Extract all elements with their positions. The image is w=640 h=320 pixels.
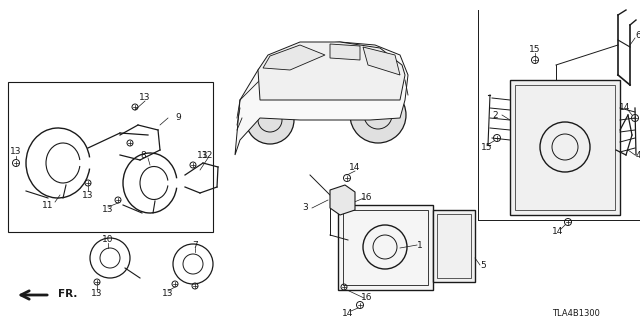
Text: 5: 5 — [480, 260, 486, 269]
Text: 9: 9 — [175, 114, 181, 123]
Text: 2: 2 — [492, 110, 498, 119]
Bar — [433, 210, 475, 282]
Polygon shape — [363, 47, 400, 75]
Polygon shape — [258, 42, 405, 100]
Text: 6: 6 — [635, 30, 640, 39]
Text: 4: 4 — [635, 150, 640, 159]
Bar — [515, 85, 615, 210]
Bar — [510, 80, 620, 215]
Polygon shape — [235, 42, 408, 155]
Text: 14: 14 — [349, 164, 361, 172]
Bar — [338, 205, 433, 290]
Text: 15: 15 — [481, 143, 493, 153]
Text: 13: 13 — [102, 205, 114, 214]
Text: FR.: FR. — [58, 289, 77, 299]
Text: 7: 7 — [192, 241, 198, 250]
Text: 15: 15 — [529, 45, 541, 54]
Text: 13: 13 — [163, 290, 173, 299]
Text: 13: 13 — [83, 190, 93, 199]
Bar — [437, 214, 471, 278]
Text: 13: 13 — [10, 148, 22, 156]
Text: 8: 8 — [140, 150, 146, 159]
Text: 12: 12 — [202, 150, 214, 159]
Text: 16: 16 — [361, 293, 372, 302]
Text: 1: 1 — [417, 241, 423, 250]
Polygon shape — [263, 45, 325, 70]
Text: 13: 13 — [197, 150, 209, 159]
Text: 10: 10 — [102, 236, 114, 244]
Polygon shape — [330, 44, 360, 60]
Text: 14: 14 — [552, 228, 564, 236]
Text: 14: 14 — [620, 103, 630, 113]
Text: TLA4B1300: TLA4B1300 — [552, 308, 600, 317]
Text: 16: 16 — [361, 194, 372, 203]
Text: 11: 11 — [42, 201, 54, 210]
Bar — [8, 82, 213, 232]
Circle shape — [350, 87, 406, 143]
Bar — [343, 210, 428, 285]
Text: 13: 13 — [92, 290, 103, 299]
Text: 14: 14 — [342, 309, 354, 318]
Circle shape — [246, 96, 294, 144]
Circle shape — [301, 101, 309, 109]
Polygon shape — [330, 185, 355, 215]
Text: 13: 13 — [140, 92, 151, 101]
Text: 3: 3 — [302, 204, 308, 212]
